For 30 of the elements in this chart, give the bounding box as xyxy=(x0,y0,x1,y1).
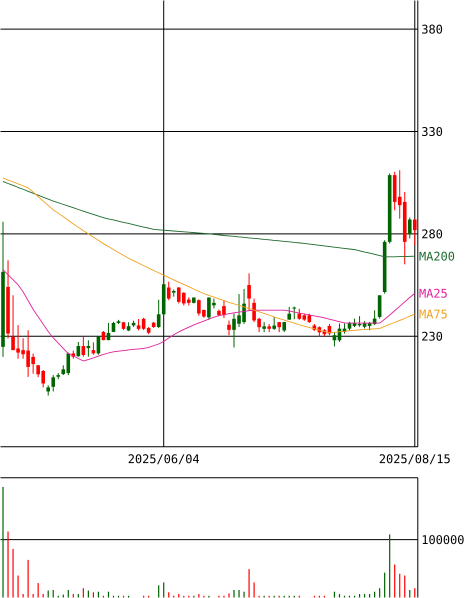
x-tick-label: 2025/06/04 xyxy=(128,454,200,464)
series-label: MA25 xyxy=(420,288,447,298)
candlestick xyxy=(262,322,266,333)
candlestick xyxy=(96,336,100,356)
candlestick xyxy=(292,306,296,320)
candlestick xyxy=(408,216,412,239)
series-label: MA200 xyxy=(420,252,454,261)
candlestick xyxy=(82,336,86,358)
series-label: MA75 xyxy=(420,310,447,319)
candlestick xyxy=(52,374,56,392)
candlestick xyxy=(247,272,252,311)
y-tick-label: 380 xyxy=(422,24,442,34)
candlestick xyxy=(157,299,161,329)
y-tick-label: 100000 xyxy=(422,535,464,544)
candlestick xyxy=(86,340,90,358)
candlestick xyxy=(413,218,417,246)
candlestick xyxy=(46,384,50,396)
candlestick xyxy=(106,322,110,341)
y-tick-label: 280 xyxy=(422,229,442,238)
candlestick xyxy=(92,342,96,356)
candlestick xyxy=(227,320,231,336)
candlestick xyxy=(76,341,80,358)
candlestick xyxy=(288,306,292,320)
y-tick-label: 230 xyxy=(422,332,442,341)
candlestick xyxy=(272,316,276,330)
y-tick-label: 330 xyxy=(422,126,442,136)
candlestick xyxy=(102,330,106,341)
candlestick xyxy=(167,281,171,301)
x-tick-label: 2025/08/15 xyxy=(380,454,450,464)
candlestick xyxy=(378,294,382,320)
